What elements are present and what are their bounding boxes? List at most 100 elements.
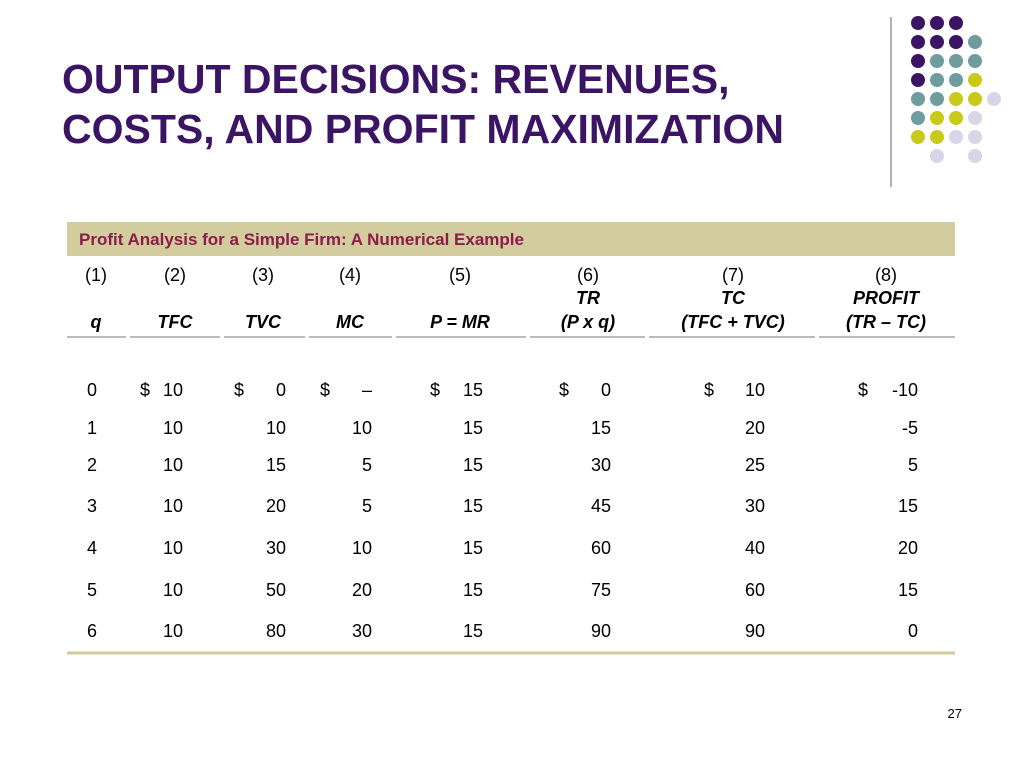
dot <box>911 54 925 68</box>
cell: 15 <box>463 380 483 400</box>
cell: 10 <box>266 418 286 438</box>
cell-symbol: $ <box>858 380 868 400</box>
cell: 50 <box>266 580 286 600</box>
dot <box>911 130 925 144</box>
cell: 10 <box>163 538 183 558</box>
dot-decoration <box>911 16 1001 163</box>
dot <box>930 92 944 106</box>
cell: 1 <box>87 418 97 438</box>
cell: 15 <box>898 580 918 600</box>
column-number: (4) <box>339 265 361 285</box>
column-number: (8) <box>875 265 897 285</box>
column-number: (5) <box>449 265 471 285</box>
cell-symbol: $ <box>559 380 569 400</box>
cell: 60 <box>591 538 611 558</box>
dot <box>968 35 982 49</box>
dot <box>968 149 982 163</box>
dot <box>968 130 982 144</box>
column-number: (2) <box>164 265 186 285</box>
cell: 80 <box>266 621 286 641</box>
dot <box>930 149 944 163</box>
dot <box>949 111 963 125</box>
column-formula: (P x q) <box>561 312 615 332</box>
cell-symbol: $ <box>704 380 714 400</box>
table: (1) q (2) TFC (3) TVC (4) MC (5) P = MR (6) TR (P x … <box>67 265 955 641</box>
dot <box>930 16 944 30</box>
column-name: TC <box>721 288 746 308</box>
dot <box>949 16 963 30</box>
dot <box>930 73 944 87</box>
cell: 25 <box>745 455 765 475</box>
cell: 30 <box>745 496 765 516</box>
cell: 15 <box>463 496 483 516</box>
cell: 20 <box>266 496 286 516</box>
cell: 5 <box>362 455 372 475</box>
cell: 75 <box>591 580 611 600</box>
dot <box>930 54 944 68</box>
cell: 6 <box>87 621 97 641</box>
cell: 10 <box>745 380 765 400</box>
cell: 90 <box>591 621 611 641</box>
cell: 10 <box>352 538 372 558</box>
dot <box>949 130 963 144</box>
cell: 15 <box>266 455 286 475</box>
cell: 20 <box>745 418 765 438</box>
cell-symbol: $ <box>140 380 150 400</box>
dot <box>968 92 982 106</box>
dot <box>930 130 944 144</box>
cell: 30 <box>266 538 286 558</box>
cell: 0 <box>276 380 286 400</box>
dot <box>968 111 982 125</box>
cell: 10 <box>163 418 183 438</box>
dot <box>930 35 944 49</box>
cell: 15 <box>898 496 918 516</box>
cell: 10 <box>163 380 183 400</box>
column-number: (6) <box>577 265 599 285</box>
cell-symbol: $ <box>320 380 330 400</box>
cell: 15 <box>463 418 483 438</box>
cell: 4 <box>87 538 97 558</box>
dot <box>949 73 963 87</box>
page-number: 27 <box>948 706 962 721</box>
cell: 10 <box>163 455 183 475</box>
dot <box>949 92 963 106</box>
column-name: TFC <box>158 312 194 332</box>
dot <box>949 35 963 49</box>
column-number: (1) <box>85 265 107 285</box>
dot <box>911 16 925 30</box>
dot <box>911 73 925 87</box>
cell: 10 <box>163 580 183 600</box>
cell: 15 <box>463 455 483 475</box>
cell: 10 <box>163 621 183 641</box>
caption-bar <box>67 222 955 256</box>
cell: 3 <box>87 496 97 516</box>
cell: 10 <box>163 496 183 516</box>
column-name: TVC <box>245 312 282 332</box>
cell: 15 <box>463 580 483 600</box>
dot <box>968 54 982 68</box>
dot <box>911 92 925 106</box>
column-name: PROFIT <box>853 288 921 308</box>
dot <box>911 35 925 49</box>
cell: 30 <box>352 621 372 641</box>
cell: 5 <box>908 455 918 475</box>
cell: 60 <box>745 580 765 600</box>
cell: 45 <box>591 496 611 516</box>
cell: 0 <box>601 380 611 400</box>
cell: -5 <box>902 418 918 438</box>
cell: 30 <box>591 455 611 475</box>
cell: 15 <box>463 538 483 558</box>
cell: 20 <box>352 580 372 600</box>
cell: 90 <box>745 621 765 641</box>
dot <box>968 73 982 87</box>
cell: 15 <box>591 418 611 438</box>
table-caption: Profit Analysis for a Simple Firm: A Num… <box>79 230 524 249</box>
cell: -10 <box>892 380 918 400</box>
cell: 0 <box>87 380 97 400</box>
column-formula: (TR – TC) <box>846 312 926 332</box>
cell-symbol: $ <box>430 380 440 400</box>
column-name: P = MR <box>430 312 490 332</box>
cell: 10 <box>352 418 372 438</box>
column-name: TR <box>576 288 600 308</box>
